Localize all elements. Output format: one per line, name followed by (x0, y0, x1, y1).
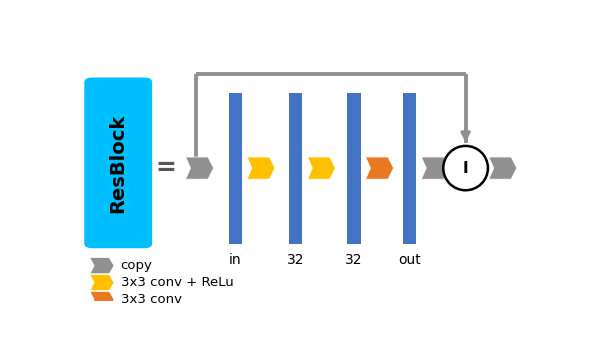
Text: copy: copy (121, 259, 152, 272)
Bar (289, 93, 302, 244)
Bar (347, 93, 361, 244)
Text: 3x3 conv + ReLu: 3x3 conv + ReLu (121, 276, 233, 289)
Polygon shape (308, 157, 335, 179)
Text: =: = (155, 156, 176, 180)
Polygon shape (185, 157, 214, 179)
Text: 32: 32 (287, 254, 305, 267)
Bar (403, 93, 416, 244)
Text: out: out (398, 254, 421, 267)
Polygon shape (90, 291, 114, 308)
Text: I: I (463, 161, 469, 175)
Bar (229, 93, 242, 244)
Polygon shape (247, 157, 275, 179)
Polygon shape (90, 274, 114, 291)
Text: 3x3 conv: 3x3 conv (121, 293, 182, 306)
Text: ResBlock: ResBlock (109, 113, 128, 213)
Text: in: in (229, 254, 242, 267)
Ellipse shape (443, 146, 488, 190)
Polygon shape (90, 258, 114, 274)
Text: 32: 32 (345, 254, 363, 267)
Polygon shape (421, 157, 449, 179)
Polygon shape (365, 157, 394, 179)
FancyBboxPatch shape (84, 77, 152, 248)
Polygon shape (489, 157, 517, 179)
